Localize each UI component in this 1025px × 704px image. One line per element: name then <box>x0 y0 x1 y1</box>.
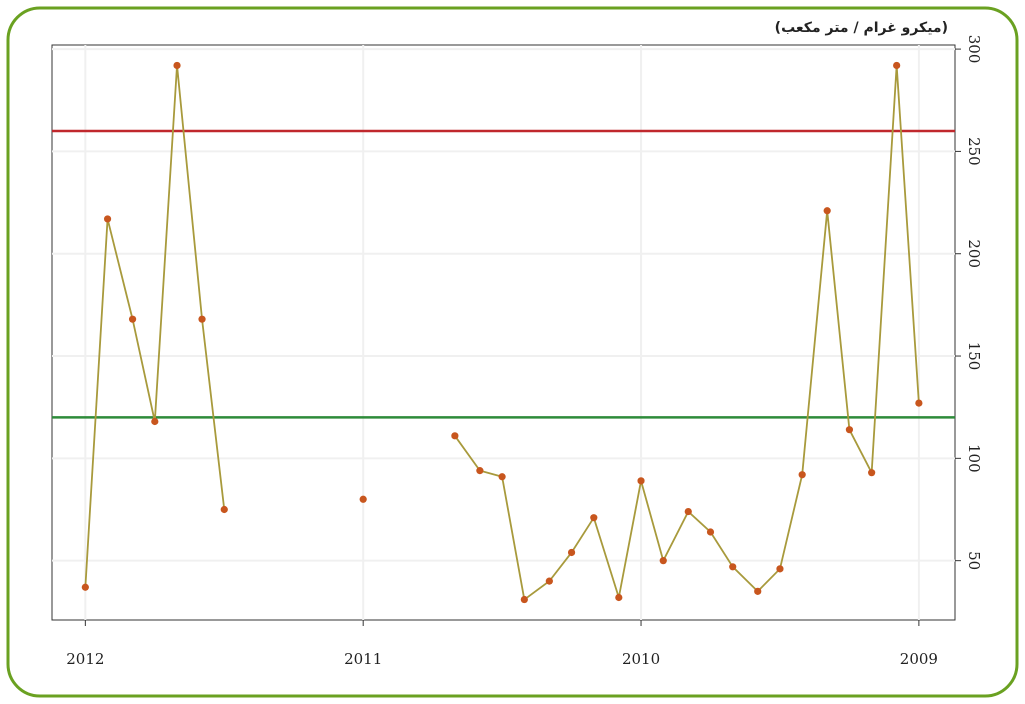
data-point <box>915 399 923 407</box>
data-point <box>684 507 692 516</box>
data-point <box>729 563 737 571</box>
data-point <box>845 426 854 434</box>
data-point <box>706 528 715 536</box>
x-tick-label: 2010 <box>622 650 660 668</box>
x-tick-label: 2009 <box>900 650 938 668</box>
frame <box>6 6 1019 698</box>
data-point <box>81 583 89 591</box>
data-point <box>567 548 576 557</box>
data-point <box>128 315 137 323</box>
data-point <box>173 61 181 70</box>
data-point <box>590 514 598 522</box>
data-point <box>754 587 762 595</box>
y-tick-label: 150 <box>965 342 983 371</box>
data-point <box>659 557 667 565</box>
y-tick-label: 50 <box>965 551 983 570</box>
data-point <box>103 215 112 223</box>
data-point <box>520 595 528 604</box>
y-tick-label: 300 <box>965 35 983 64</box>
y-axis-label: (ميكرو غرام / متر مكعب) <box>775 20 948 36</box>
data-point <box>823 207 831 215</box>
data-point <box>776 565 784 573</box>
data-point <box>615 593 623 602</box>
data-point <box>545 577 553 585</box>
data-point <box>798 471 806 479</box>
data-point <box>198 315 206 323</box>
y-tick-label: 250 <box>965 137 983 166</box>
data-point <box>893 61 901 70</box>
data-point <box>868 469 876 477</box>
data-point <box>498 473 506 481</box>
data-point <box>637 477 645 485</box>
data-point <box>151 417 159 426</box>
data-point <box>220 505 228 514</box>
data-point <box>476 467 484 475</box>
plot-area <box>51 44 956 621</box>
x-tick-label: 2012 <box>66 650 104 668</box>
data-point <box>359 495 367 503</box>
y-tick-label: 200 <box>965 239 983 268</box>
x-tick-label: 2011 <box>344 650 382 668</box>
y-tick-label: 100 <box>965 444 983 473</box>
data-point <box>451 432 459 440</box>
